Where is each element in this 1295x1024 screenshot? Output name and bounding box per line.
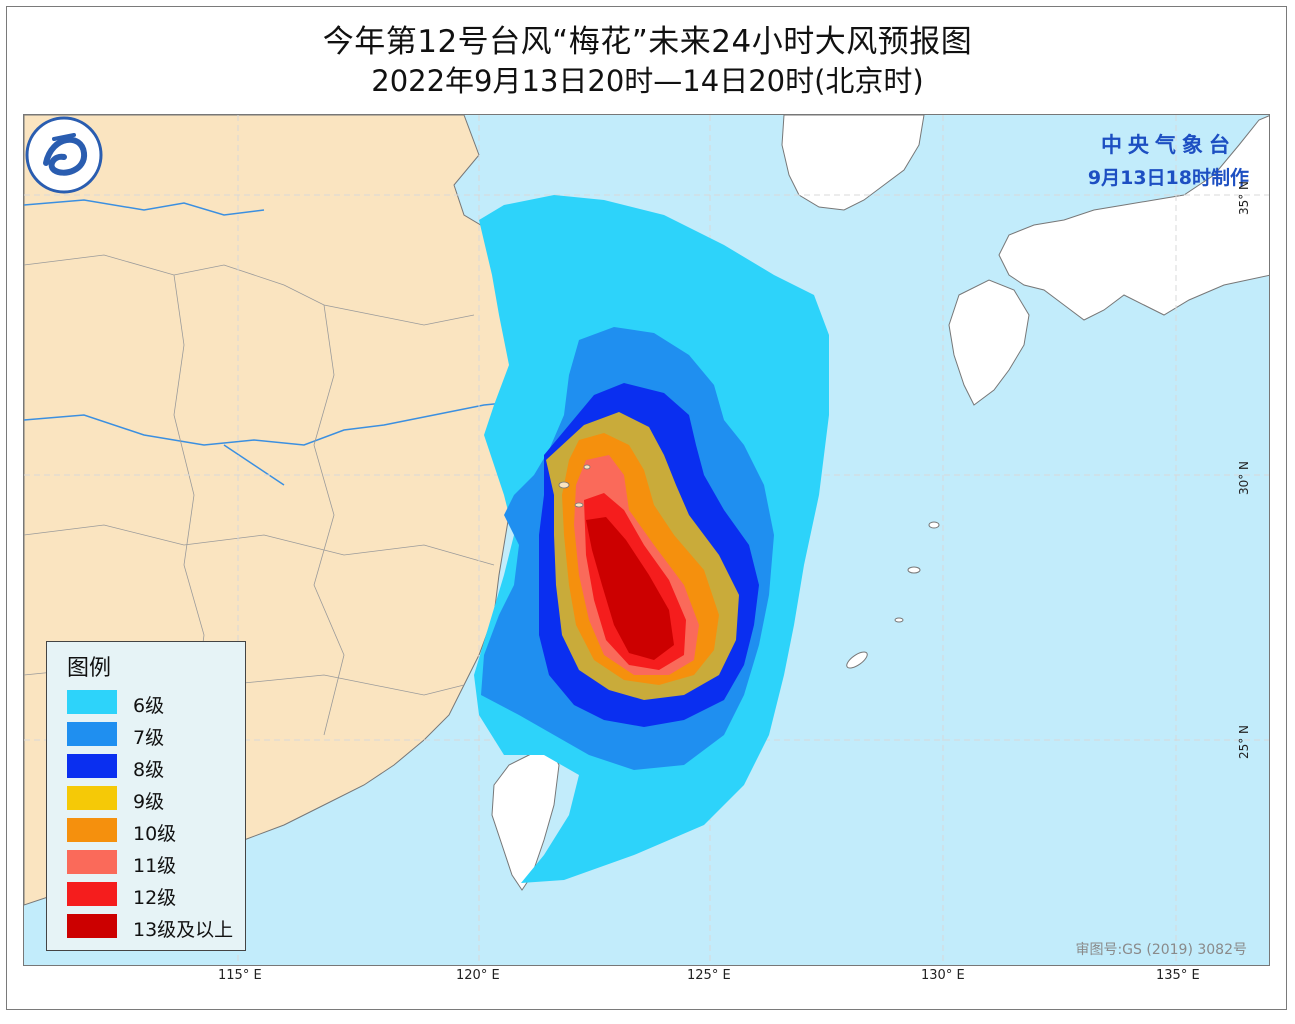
legend-swatch — [67, 882, 117, 906]
rivers — [24, 199, 535, 486]
lat-label-30: 30° N — [1236, 460, 1251, 496]
legend-swatch — [67, 690, 117, 714]
legend-swatch — [67, 754, 117, 778]
map-subtitle: 2022年9月13日20时—14日20时(北京时) — [371, 64, 924, 98]
legend-label: 11级 — [133, 855, 177, 877]
issuer-block: 中央气象台 9月13日18时制作 — [1088, 129, 1249, 190]
legend-item: 8级 — [67, 754, 247, 781]
issuer-org: 中央气象台 — [1100, 133, 1236, 157]
land-korea — [781, 115, 925, 211]
legend-item: 12级 — [67, 882, 247, 909]
legend-item: 9级 — [67, 786, 247, 813]
legend-item: 10级 — [67, 818, 247, 845]
legend: 图例 6级 7级 8级 9级 10级 11级 12级 — [46, 641, 246, 951]
lat-label-25: 25° N — [1236, 724, 1251, 760]
legend-label: 7级 — [133, 727, 165, 749]
map-area[interactable]: 中央气象台 9月13日18时制作 审图号:GS (2019) 3082号 图例 … — [23, 114, 1270, 966]
issuer-time: 9月13日18时制作 — [1087, 167, 1249, 189]
legend-item: 13级及以上 — [67, 914, 247, 941]
map-title: 今年第12号台风“梅花”未来24小时大风预报图 — [322, 24, 973, 60]
lon-label-120: 120° E — [456, 968, 500, 983]
lon-label-130: 130° E — [921, 968, 965, 983]
legend-label: 13级及以上 — [133, 919, 234, 941]
legend-label: 8级 — [133, 759, 165, 781]
lon-label-125: 125° E — [687, 968, 731, 983]
lat-label-35: 35° N — [1236, 180, 1251, 216]
legend-label: 12级 — [133, 887, 177, 909]
lon-label-135: 135° E — [1156, 968, 1200, 983]
legend-label: 10级 — [133, 823, 177, 845]
legend-label: 6级 — [133, 695, 165, 717]
cma-logo-icon — [25, 116, 103, 194]
legend-swatch — [67, 722, 117, 746]
legend-item: 11级 — [67, 850, 247, 877]
land-kyushu — [948, 279, 1030, 406]
legend-title: 图例 — [67, 656, 112, 681]
approval-number: 审图号:GS (2019) 3082号 — [1075, 942, 1247, 958]
legend-item: 6级 — [67, 690, 247, 717]
legend-swatch — [67, 786, 117, 810]
legend-swatch — [67, 850, 117, 874]
map-frame — [6, 6, 1287, 1010]
wind-zone-13-plus — [586, 517, 674, 660]
legend-swatch — [67, 914, 117, 938]
legend-item: 7级 — [67, 722, 247, 749]
lon-label-115: 115° E — [218, 968, 262, 983]
coastal-islands — [558, 464, 591, 508]
legend-label: 9级 — [133, 791, 165, 813]
land-taiwan — [491, 744, 560, 891]
legend-swatch — [67, 818, 117, 842]
